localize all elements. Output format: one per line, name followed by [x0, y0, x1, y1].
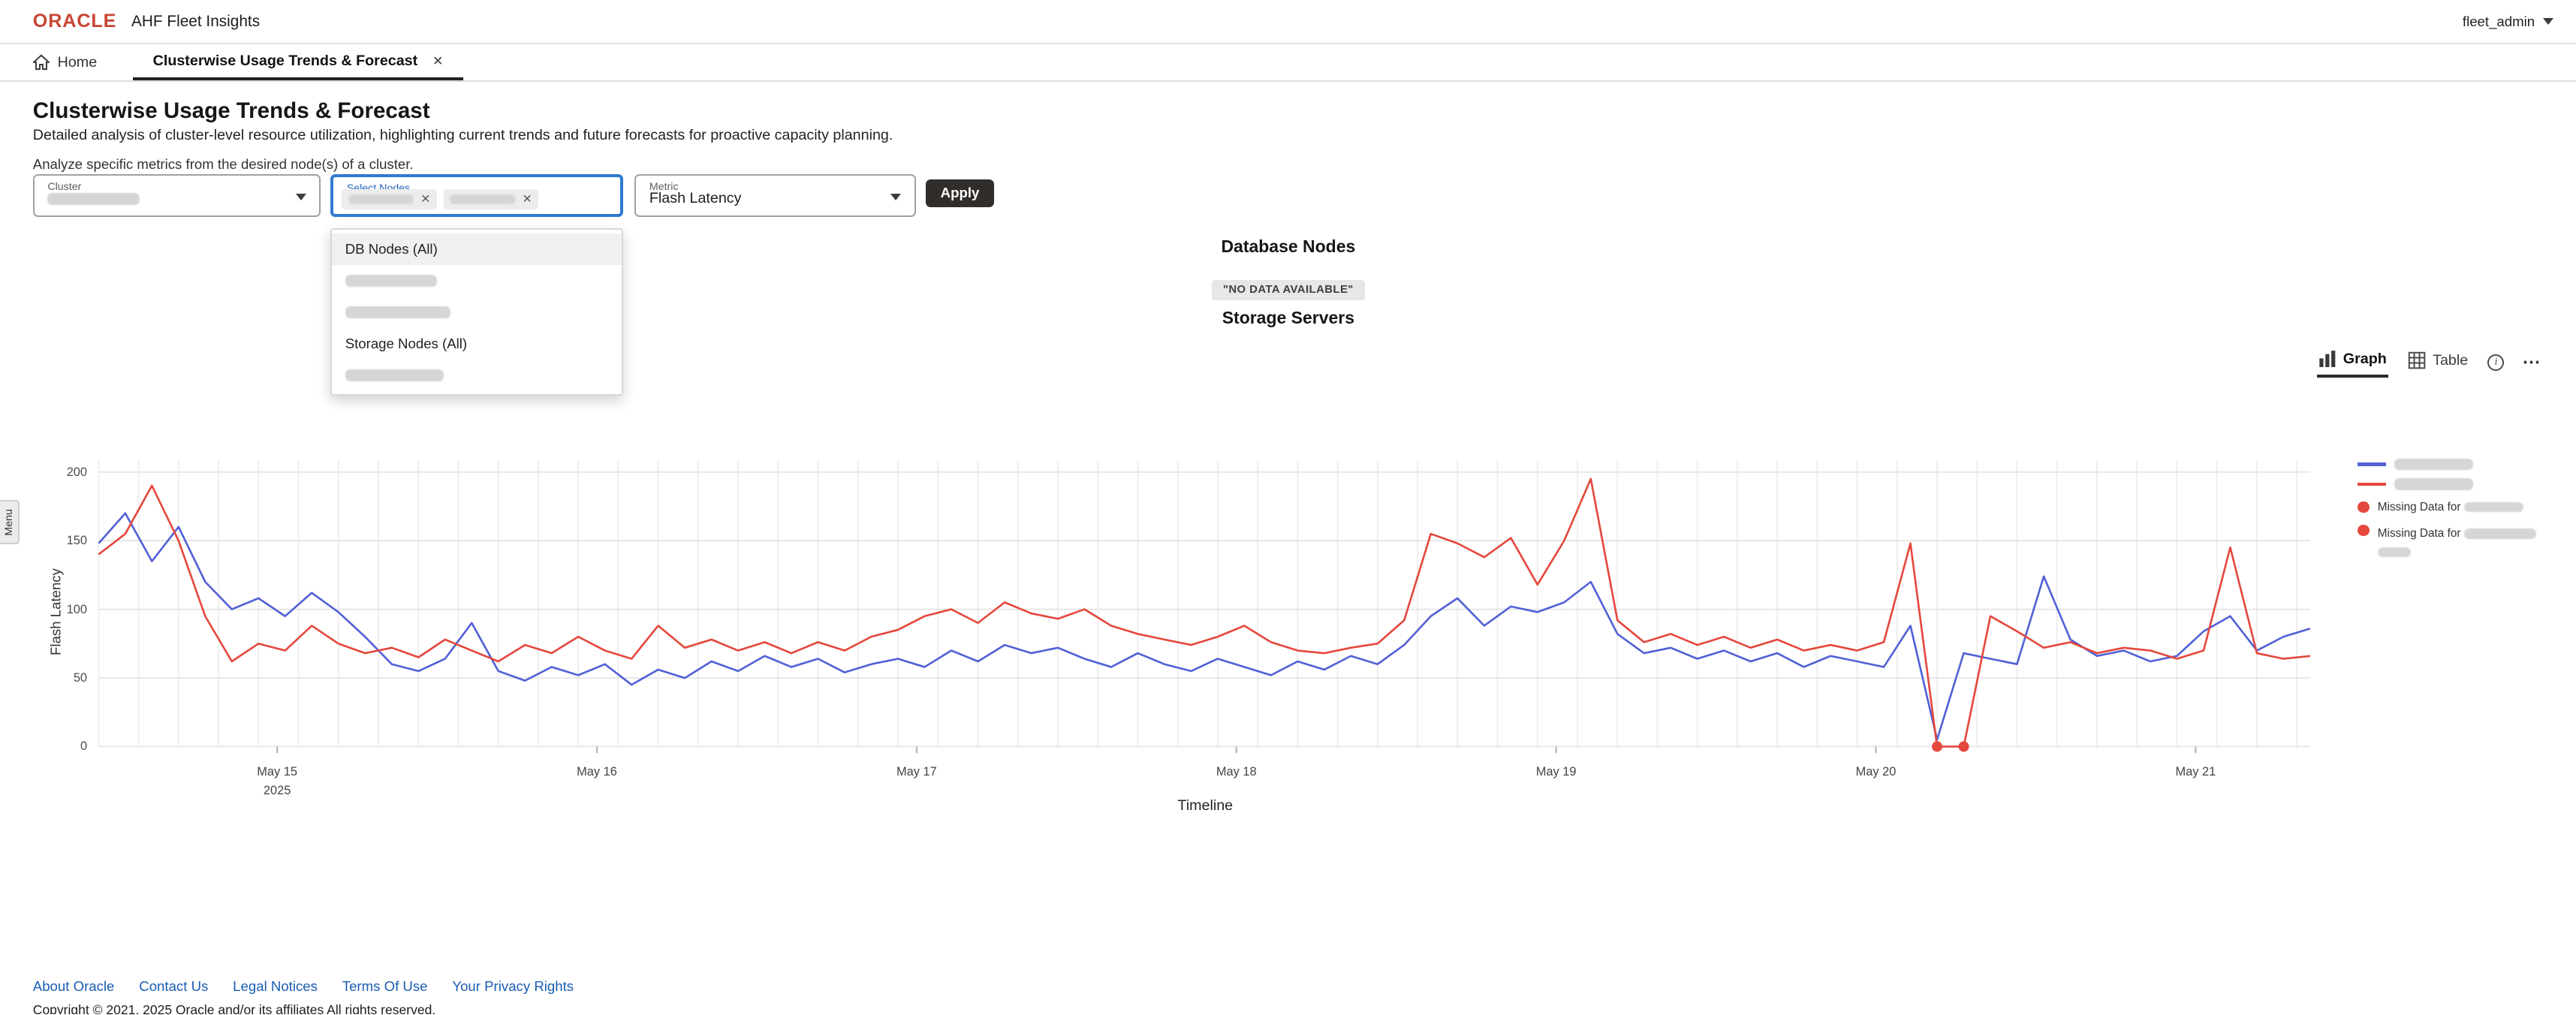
footer-link-terms-of-use[interactable]: Terms Of Use	[342, 978, 428, 995]
footer-link-contact-us[interactable]: Contact Us	[139, 978, 209, 995]
storage-servers-heading: Storage Servers	[1222, 307, 1355, 327]
legend-missing-text: Missing Data for	[2378, 498, 2523, 517]
table-view-label: Table	[2433, 351, 2469, 369]
option-db-node-redacted[interactable]	[332, 297, 622, 328]
tab-label: Clusterwise Usage Trends & Forecast	[152, 52, 418, 69]
tab-bar: Home Clusterwise Usage Trends & Forecast…	[0, 44, 2576, 83]
home-icon	[32, 54, 50, 71]
node-chip[interactable]: ✕	[443, 189, 539, 209]
copyright-text: Copyright © 2021, 2025 Oracle and/or its…	[32, 1001, 436, 1015]
app-header: ORACLE AHF Fleet Insights fleet_admin	[0, 0, 2576, 45]
y-axis-ticks: 0 50 100 150 200	[66, 465, 88, 754]
nodes-dropdown-menu: DB Nodes (All) Storage Nodes (All)	[330, 228, 623, 396]
legend-missing-data-1[interactable]: Missing Data for	[2358, 498, 2576, 517]
footer-link-about-oracle[interactable]: About Oracle	[32, 978, 115, 995]
legend-missing-data-2[interactable]: Missing Data for	[2358, 524, 2576, 562]
chart-legend: Missing Data for Missing Data for	[2358, 459, 2576, 570]
graph-view-button[interactable]: Graph	[2316, 347, 2389, 378]
chip-remove-icon[interactable]: ✕	[522, 192, 532, 206]
chip-label-redacted	[348, 194, 414, 204]
legend-label-redacted	[2394, 478, 2473, 490]
page-description: Detailed analysis of cluster-level resou…	[32, 126, 893, 143]
x-axis-label: Timeline	[1177, 797, 1234, 815]
more-options-icon[interactable]: ⋯	[2522, 351, 2542, 372]
chevron-down-icon	[2543, 18, 2554, 26]
metric-value: Flash Latency	[649, 190, 742, 207]
info-icon[interactable]: i	[2487, 354, 2505, 371]
cluster-select[interactable]: Cluster	[32, 174, 321, 218]
table-view-button[interactable]: Table	[2406, 348, 2469, 376]
option-db-node-redacted[interactable]	[332, 265, 622, 297]
legend-series-1[interactable]	[2358, 459, 2576, 471]
graph-view-label: Graph	[2343, 350, 2387, 367]
no-data-badge: "NO DATA AVAILABLE"	[1211, 279, 1366, 300]
app-title: AHF Fleet Insights	[131, 12, 261, 30]
legend-series-2[interactable]	[2358, 478, 2576, 490]
footer-link-privacy-rights[interactable]: Your Privacy Rights	[452, 978, 574, 995]
footer-link-legal-notices[interactable]: Legal Notices	[233, 978, 318, 995]
menu-side-tab-label: Menu	[3, 508, 16, 536]
chip-label-redacted	[450, 194, 516, 204]
user-name: fleet_admin	[2462, 13, 2535, 29]
cluster-label: Cluster	[47, 180, 82, 193]
database-nodes-heading: Database Nodes	[1221, 236, 1356, 257]
select-nodes-input[interactable]: Select Nodes ✕ ✕	[330, 174, 623, 218]
tab-home-label: Home	[57, 53, 98, 71]
tab-clusterwise-usage[interactable]: Clusterwise Usage Trends & Forecast ✕	[133, 44, 463, 81]
analyze-hint: Analyze specific metrics from the desire…	[32, 156, 414, 173]
legend-line-swatch-red	[2358, 482, 2386, 486]
cluster-value-redacted	[47, 190, 140, 207]
legend-missing-text: Missing Data for	[2377, 525, 2537, 562]
option-storage-nodes-all[interactable]: Storage Nodes (All)	[345, 335, 468, 351]
legend-node-redacted	[2463, 501, 2523, 513]
legend-line-swatch-blue	[2358, 462, 2386, 466]
footer-links: About Oracle Contact Us Legal Notices Te…	[33, 978, 574, 995]
oracle-logo: ORACLE	[32, 11, 117, 32]
tab-close-icon[interactable]: ✕	[432, 53, 444, 68]
menu-side-tab[interactable]: Menu	[0, 499, 20, 544]
apply-button[interactable]: Apply	[925, 179, 995, 207]
chip-remove-icon[interactable]: ✕	[420, 192, 431, 206]
page-title: Clusterwise Usage Trends & Forecast	[32, 98, 430, 124]
footer: About Oracle Contact Us Legal Notices Te…	[33, 978, 574, 1014]
legend-label-redacted	[2394, 459, 2473, 471]
x-axis-ticks: May 15 2025 May 16 May 17 May 18 May 19 May 20…	[257, 765, 2216, 797]
chevron-down-icon	[295, 194, 306, 201]
user-menu[interactable]: fleet_admin	[2462, 13, 2554, 30]
option-label-redacted	[345, 306, 450, 318]
metric-select[interactable]: Metric Flash Latency	[634, 174, 916, 218]
option-storage-node-redacted[interactable]	[332, 360, 622, 391]
legend-node-redacted	[2463, 529, 2537, 539]
missing-data-dot-icon	[2358, 501, 2370, 514]
usage-trend-chart[interactable]	[95, 457, 2315, 770]
no-data-badge-wrap: "NO DATA AVAILABLE"	[0, 270, 2576, 300]
option-label-redacted	[345, 275, 438, 287]
bar-chart-icon	[2319, 351, 2336, 368]
missing-data-dot-icon	[2358, 524, 2370, 537]
option-label-redacted	[345, 369, 444, 381]
metric-label: Metric	[649, 180, 679, 193]
node-chip[interactable]: ✕	[342, 189, 437, 209]
legend-node-redacted	[2377, 547, 2411, 558]
view-toggle-bar: Graph Table i ⋯	[2316, 347, 2542, 378]
table-grid-icon	[2409, 352, 2426, 369]
option-db-nodes-all[interactable]: DB Nodes (All)	[332, 233, 622, 265]
tab-home[interactable]: Home	[0, 44, 113, 80]
chevron-down-icon	[890, 194, 902, 201]
selected-node-chips: ✕ ✕	[342, 189, 539, 209]
